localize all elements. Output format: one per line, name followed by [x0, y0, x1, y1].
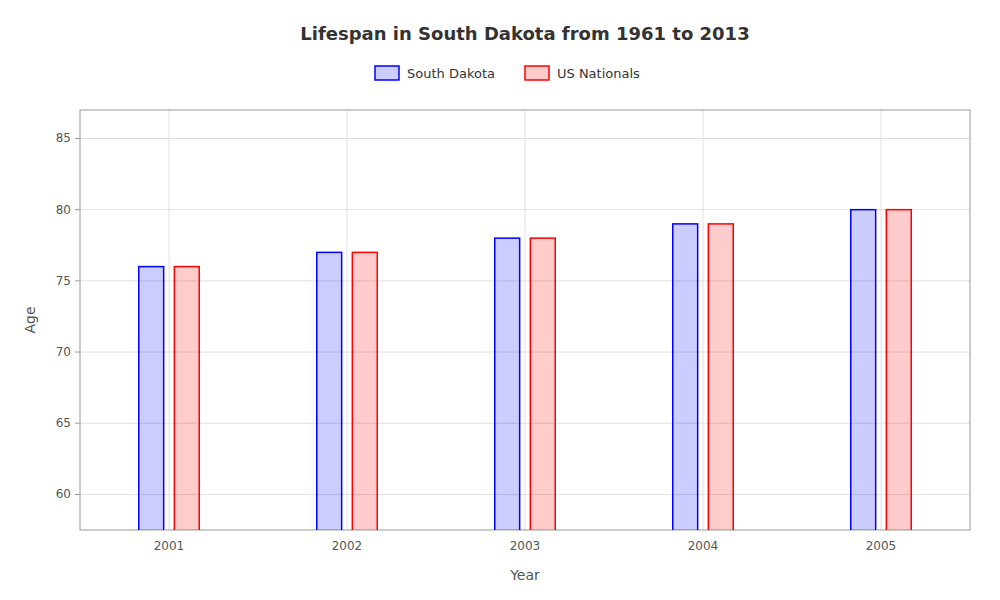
chart-container: 60 65 70 75 80 85 2001 2002 2003 2004 2005 Year Age L…	[0, 0, 1000, 600]
plot-frame	[80, 110, 970, 530]
x-tick-label: 2005	[866, 539, 897, 553]
legend-label: US Nationals	[557, 66, 640, 81]
bar	[352, 252, 377, 530]
y-tick	[75, 138, 80, 139]
y-tick-label: 65	[56, 416, 71, 430]
bar	[530, 238, 555, 530]
y-tick-label: 85	[56, 131, 71, 145]
grid	[80, 110, 970, 530]
y-tick	[75, 280, 80, 281]
bar	[495, 238, 520, 530]
bar	[886, 210, 911, 530]
y-tick-label: 75	[56, 274, 71, 288]
bars	[139, 210, 912, 530]
legend: South Dakota US Nationals	[375, 66, 640, 81]
x-axis-label: Year	[509, 567, 540, 583]
legend-swatch	[525, 66, 549, 80]
bar	[851, 210, 876, 530]
y-tick	[75, 423, 80, 424]
y-axis-label: Age	[22, 306, 38, 333]
y-tick-label: 60	[56, 487, 71, 501]
x-tick-label: 2004	[688, 539, 719, 553]
x-tick-label: 2001	[154, 539, 185, 553]
legend-label: South Dakota	[407, 66, 495, 81]
legend-swatch	[375, 66, 399, 80]
x-grid-line	[525, 110, 526, 530]
y-tick-label: 80	[56, 203, 71, 217]
chart-title: Lifespan in South Dakota from 1961 to 20…	[300, 23, 749, 44]
x-grid-line	[881, 110, 882, 530]
bar	[139, 267, 164, 530]
x-grid-line	[347, 110, 348, 530]
bar	[317, 252, 342, 530]
bar	[673, 224, 698, 530]
chart-svg: 60 65 70 75 80 85 2001 2002 2003 2004 2005 Year Age L…	[0, 0, 1000, 600]
x-grid-line	[703, 110, 704, 530]
x-tick-label: 2003	[510, 539, 541, 553]
bar	[174, 267, 199, 530]
x-grid-line	[169, 110, 170, 530]
y-tick	[75, 209, 80, 210]
bar	[708, 224, 733, 530]
y-tick-label: 70	[56, 345, 71, 359]
y-tick	[75, 352, 80, 353]
x-tick-label: 2002	[332, 539, 363, 553]
y-tick	[75, 494, 80, 495]
